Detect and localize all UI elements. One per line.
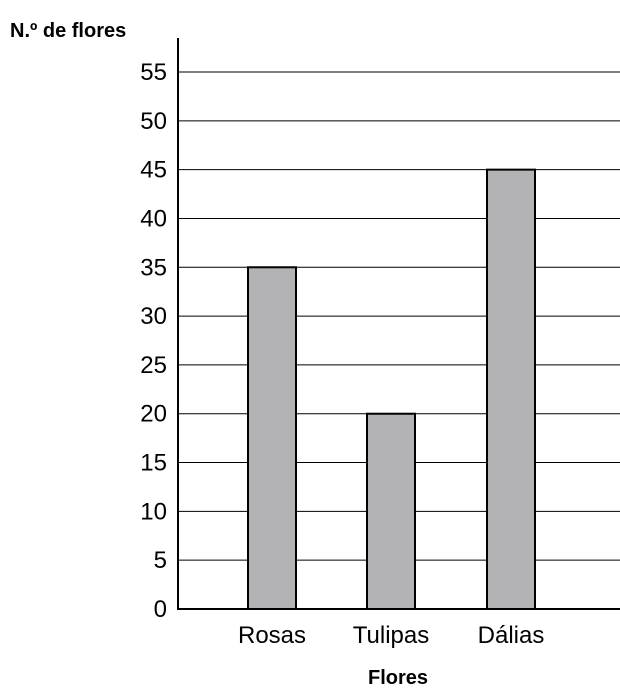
- bar-dálias: [486, 168, 536, 611]
- y-tick-label: 15: [140, 450, 167, 477]
- x-axis-title: Flores: [368, 667, 428, 689]
- y-tick-label: 45: [140, 157, 167, 184]
- bar-rosas: [247, 266, 297, 610]
- y-tick-labels: 0 5 10 15 20 25 30 35 40 45 50 55: [140, 59, 167, 623]
- y-tick-label: 50: [140, 108, 167, 135]
- y-tick-label: 0: [154, 596, 167, 623]
- y-tick-label: 30: [140, 303, 167, 330]
- bar-tulipas: [366, 412, 416, 610]
- y-tick-label: 35: [140, 254, 167, 281]
- bars: [247, 168, 536, 611]
- y-tick-label: 10: [140, 498, 167, 525]
- x-category-labels: Rosas Tulipas Dálias: [238, 622, 544, 649]
- x-category-label: Rosas: [238, 622, 306, 649]
- y-tick-label: 5: [154, 547, 167, 574]
- x-category-label: Tulipas: [353, 622, 429, 649]
- y-tick-label: 55: [140, 59, 167, 86]
- y-tick-label: 25: [140, 352, 167, 379]
- x-category-label: Dálias: [478, 622, 545, 649]
- y-tick-label: 40: [140, 205, 167, 232]
- y-axis-title: N.º de flores: [10, 20, 126, 42]
- y-tick-label: 20: [140, 401, 167, 428]
